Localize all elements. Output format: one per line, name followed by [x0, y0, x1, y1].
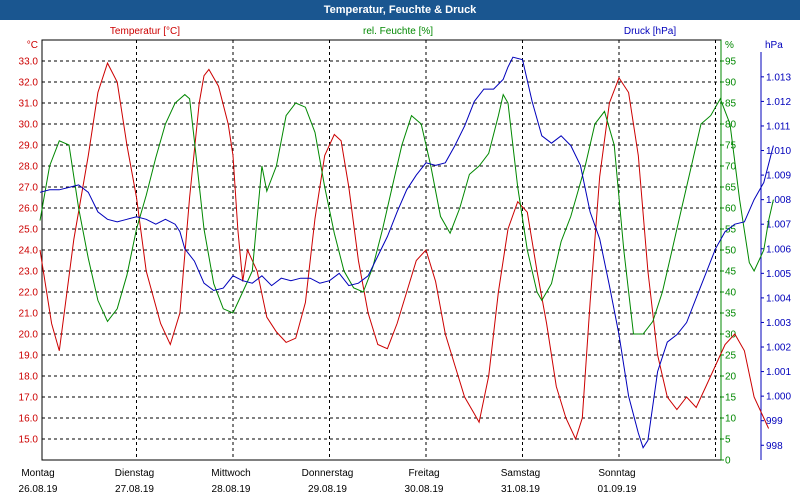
temperature-tick-18: 33.0 — [19, 57, 39, 68]
temperature-tick-16: 31.0 — [19, 99, 39, 110]
humidity-tick-1: 5 — [725, 435, 731, 446]
humidity-tick-5: 25 — [725, 351, 737, 362]
pressure-tick-7: 1.005 — [766, 269, 791, 280]
temperature-tick-3: 18.0 — [19, 372, 39, 383]
humidity-tick-17: 85 — [725, 99, 737, 110]
pressure-tick-2: 1.000 — [766, 392, 791, 403]
temperature-tick-8: 23.0 — [19, 267, 39, 278]
humidity-unit: % — [725, 40, 734, 51]
humidity-axis: % 0 5 10 15 20 25 30 35 40 45 50 55 60 65 70 75 80 85 90 95 — [721, 40, 737, 467]
pressure-tick-14: 1.012 — [766, 97, 791, 108]
humidity-tick-11: 55 — [725, 225, 737, 236]
temperature-tick-10: 25.0 — [19, 225, 39, 236]
pressure-line — [39, 56, 774, 449]
day-name-5: Samstag — [501, 468, 540, 479]
humidity-tick-4: 20 — [725, 372, 737, 383]
series-legend: Temperatur [°C] rel. Feuchte [%] Druck [… — [110, 26, 676, 37]
plot-frame — [41, 39, 762, 461]
series-lines — [39, 56, 774, 449]
temperature-tick-4: 19.0 — [19, 351, 39, 362]
temperature-tick-12: 27.0 — [19, 183, 39, 194]
pressure-axis: hPa 998 999 1.000 1.001 1.002 1.003 1.004 1.005 1… — [761, 40, 791, 452]
humidity-tick-14: 70 — [725, 162, 737, 173]
legend-temperature: Temperatur [°C] — [110, 26, 180, 37]
pressure-tick-4: 1.002 — [766, 343, 791, 354]
humidity-tick-10: 50 — [725, 246, 737, 257]
humidity-tick-18: 90 — [725, 78, 737, 89]
legend-humidity: rel. Feuchte [%] — [363, 26, 433, 37]
temperature-tick-0: 15.0 — [19, 435, 39, 446]
day-date-4: 30.08.19 — [405, 484, 444, 495]
temperature-tick-15: 30.0 — [19, 120, 39, 131]
window-title: Temperatur, Feuchte & Druck — [0, 0, 800, 20]
humidity-tick-6: 30 — [725, 330, 737, 341]
humidity-tick-12: 60 — [725, 204, 737, 215]
day-date-6: 01.09.19 — [598, 484, 637, 495]
day-date-0: 26.08.19 — [19, 484, 58, 495]
humidity-tick-16: 80 — [725, 120, 737, 131]
day-name-6: Sonntag — [598, 468, 635, 479]
temperature-axis: 15.0 16.0 17.0 18.0 19.0 20.0 21.0 22.0 23.0 24.0… — [19, 40, 39, 446]
humidity-tick-13: 65 — [725, 183, 737, 194]
pressure-tick-12: 1.010 — [766, 146, 791, 157]
temperature-tick-7: 22.0 — [19, 288, 39, 299]
day-date-2: 28.08.19 — [212, 484, 251, 495]
day-date-5: 31.08.19 — [501, 484, 540, 495]
temperature-tick-11: 26.0 — [19, 204, 39, 215]
temperature-line — [39, 61, 770, 441]
day-name-2: Mittwoch — [211, 468, 250, 479]
day-name-4: Freitag — [408, 468, 439, 479]
humidity-tick-19: 95 — [725, 57, 737, 68]
pressure-tick-6: 1.004 — [766, 293, 791, 304]
temperature-tick-14: 29.0 — [19, 141, 39, 152]
pressure-tick-1: 999 — [766, 416, 783, 427]
temperature-tick-2: 17.0 — [19, 393, 39, 404]
humidity-tick-2: 10 — [725, 414, 737, 425]
day-name-1: Dienstag — [115, 468, 154, 479]
pressure-tick-5: 1.003 — [766, 318, 791, 329]
day-date-1: 27.08.19 — [115, 484, 154, 495]
pressure-tick-8: 1.006 — [766, 244, 791, 255]
temperature-tick-9: 24.0 — [19, 246, 39, 257]
pressure-tick-9: 1.007 — [766, 220, 791, 231]
temperature-tick-13: 28.0 — [19, 162, 39, 173]
temperature-tick-6: 21.0 — [19, 309, 39, 320]
humidity-tick-7: 35 — [725, 309, 737, 320]
day-name-0: Montag — [21, 468, 54, 479]
temperature-tick-1: 16.0 — [19, 414, 39, 425]
pressure-tick-13: 1.011 — [766, 121, 791, 132]
pressure-tick-11: 1.009 — [766, 171, 791, 182]
temperature-tick-5: 20.0 — [19, 330, 39, 341]
pressure-tick-0: 998 — [766, 441, 783, 452]
humidity-tick-3: 15 — [725, 393, 737, 404]
pressure-tick-10: 1.008 — [766, 195, 791, 206]
pressure-tick-3: 1.001 — [766, 367, 791, 378]
temperature-tick-17: 32.0 — [19, 78, 39, 89]
day-date-3: 29.08.19 — [308, 484, 347, 495]
pressure-tick-15: 1.013 — [766, 72, 791, 83]
humidity-line — [39, 93, 774, 335]
day-name-3: Donnerstag — [302, 468, 354, 479]
legend-pressure: Druck [hPa] — [624, 26, 676, 37]
x-axis-labels: Montag 26.08.19 Dienstag 27.08.19 Mittwoch 28… — [19, 468, 637, 495]
humidity-tick-15: 75 — [725, 141, 737, 152]
humidity-tick-8: 40 — [725, 288, 737, 299]
temperature-unit: °C — [27, 40, 38, 51]
pressure-unit: hPa — [765, 40, 783, 51]
humidity-tick-0: 0 — [725, 456, 731, 467]
humidity-tick-9: 45 — [725, 267, 737, 278]
